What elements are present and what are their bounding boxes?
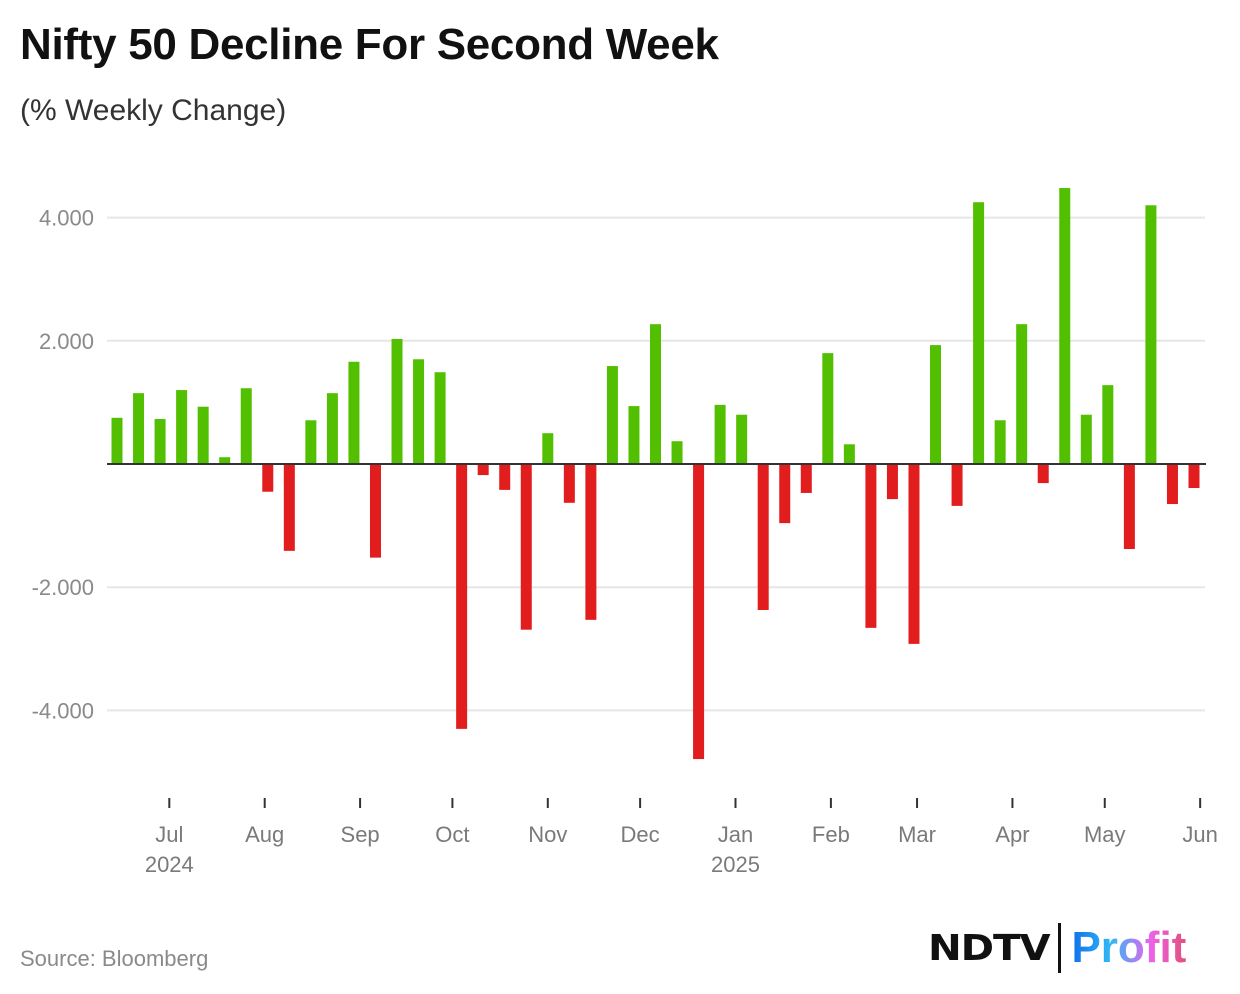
bar-negative bbox=[1037, 464, 1049, 484]
bar-positive bbox=[326, 393, 338, 464]
bar-negative bbox=[563, 464, 575, 503]
logo-brand: NDTV bbox=[928, 927, 1051, 969]
bar-negative bbox=[456, 464, 468, 729]
bar-negative bbox=[951, 464, 963, 506]
bar-negative bbox=[369, 464, 381, 558]
bar-positive bbox=[994, 420, 1006, 464]
ndtv-profit-logo: NDTV Profit bbox=[928, 922, 1186, 974]
x-tick-label: Dec bbox=[621, 822, 660, 847]
bar-positive bbox=[305, 420, 317, 464]
bar-positive bbox=[413, 359, 425, 464]
bar-negative bbox=[477, 464, 489, 476]
bar-negative bbox=[865, 464, 877, 628]
logo-divider bbox=[1058, 923, 1062, 973]
bar-positive bbox=[542, 433, 554, 464]
bar-positive bbox=[133, 393, 145, 464]
bar-positive bbox=[1145, 205, 1157, 464]
bar-negative bbox=[1166, 464, 1178, 505]
bar-negative bbox=[262, 464, 274, 492]
bar-positive bbox=[1080, 414, 1092, 464]
bar-negative bbox=[520, 464, 532, 630]
x-tick-label: May bbox=[1084, 822, 1126, 847]
bar-negative bbox=[779, 464, 791, 524]
y-tick-label: 4.000 bbox=[39, 206, 94, 231]
x-tick-year-label: 2024 bbox=[145, 852, 194, 877]
bar-positive bbox=[219, 457, 231, 464]
bar-negative bbox=[800, 464, 812, 493]
chart-title: Nifty 50 Decline For Second Week bbox=[20, 20, 719, 69]
bar-negative bbox=[499, 464, 511, 490]
bar-positive bbox=[1059, 188, 1071, 465]
bar-positive bbox=[822, 353, 834, 464]
bar-positive bbox=[391, 338, 403, 464]
bar-positive bbox=[176, 390, 188, 464]
bar-positive bbox=[1102, 385, 1114, 464]
bar-positive bbox=[650, 324, 661, 464]
x-tick-year-label: 2025 bbox=[711, 852, 760, 877]
bar-positive bbox=[111, 417, 123, 464]
bar-positive bbox=[671, 441, 683, 464]
bar-positive bbox=[154, 419, 166, 464]
bar-negative bbox=[757, 464, 769, 610]
bar-negative bbox=[1188, 464, 1200, 489]
bar-positive bbox=[973, 202, 985, 464]
x-tick-label: Oct bbox=[435, 822, 469, 847]
bar-negative bbox=[908, 464, 920, 644]
source-note: Source: Bloomberg bbox=[20, 946, 209, 971]
y-tick-label: -4.000 bbox=[32, 698, 94, 723]
bar-positive bbox=[714, 404, 726, 464]
bar-positive bbox=[348, 361, 360, 464]
bar-positive bbox=[628, 406, 640, 464]
x-tick-label: Jul bbox=[155, 822, 183, 847]
bar-positive bbox=[434, 372, 446, 464]
bar-positive bbox=[930, 345, 942, 464]
x-tick-label: Feb bbox=[812, 822, 850, 847]
x-tick-label: Mar bbox=[898, 822, 936, 847]
x-tick-label: Nov bbox=[528, 822, 567, 847]
bar-positive bbox=[197, 406, 209, 464]
bar-positive bbox=[1016, 324, 1028, 464]
bar-negative bbox=[283, 464, 295, 551]
y-tick-label: 2.000 bbox=[39, 329, 94, 354]
bar-positive bbox=[240, 388, 252, 464]
x-tick-label: Sep bbox=[341, 822, 380, 847]
bar-negative bbox=[585, 464, 597, 620]
x-tick-label: Aug bbox=[245, 822, 284, 847]
bar-positive bbox=[736, 414, 748, 464]
bar-negative bbox=[693, 464, 705, 760]
logo-product: Profit bbox=[1071, 923, 1187, 972]
y-tick-label: -2.000 bbox=[32, 575, 94, 600]
bar-positive bbox=[843, 444, 855, 464]
x-tick-label: Jun bbox=[1182, 822, 1217, 847]
x-tick-label: Apr bbox=[995, 822, 1029, 847]
bar-negative bbox=[886, 464, 898, 500]
bar-negative bbox=[1123, 464, 1135, 550]
chart-subtitle: (% Weekly Change) bbox=[20, 94, 287, 127]
x-tick-label: Jan bbox=[718, 822, 753, 847]
bar-positive bbox=[606, 366, 618, 464]
